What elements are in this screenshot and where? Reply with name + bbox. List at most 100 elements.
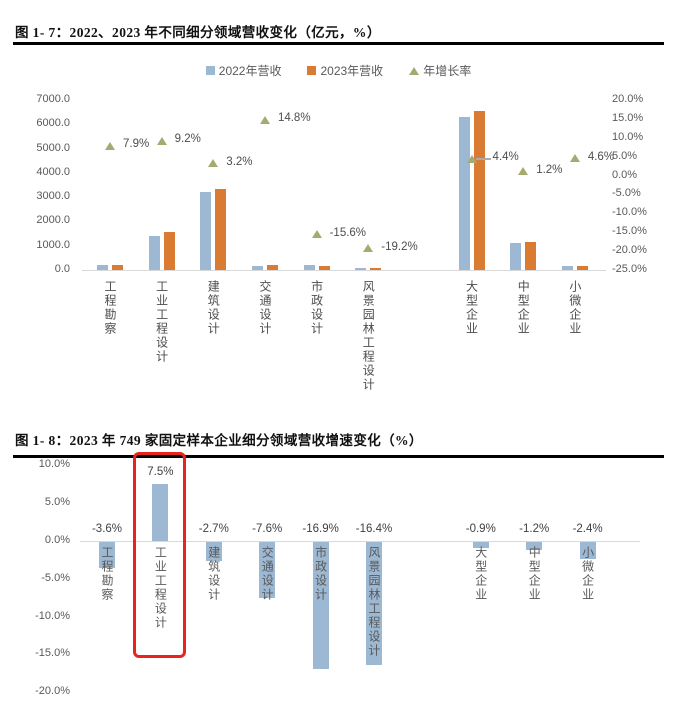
value-label-市政设计: -16.9% bbox=[302, 523, 339, 535]
legend-square-icon bbox=[307, 66, 317, 75]
legend-item: 年增长率 bbox=[409, 62, 471, 79]
bar-2023年营收-建筑设计 bbox=[215, 189, 227, 270]
growth-marker-icon-风景园林工程设计 bbox=[363, 244, 374, 253]
legend-item: 2022年营收 bbox=[205, 62, 282, 79]
chart1-left-axis-tick-label: 7000.0 bbox=[36, 93, 70, 105]
figure1-title-rule bbox=[13, 42, 664, 45]
chart1-category-label-工程勘察: 工程勘察 bbox=[103, 280, 117, 336]
bar-2023年营收-市政设计 bbox=[318, 266, 330, 270]
growth-leader-line bbox=[475, 158, 491, 160]
growth-label-大型企业: 4.4% bbox=[492, 151, 519, 164]
chart1-right-axis-tick-label: -25.0% bbox=[612, 263, 647, 275]
bar-2022年营收-中型企业 bbox=[510, 242, 522, 270]
chart2-axis-tick-label: 10.0% bbox=[38, 458, 70, 471]
bar-建筑设计 bbox=[205, 541, 222, 562]
growth-marker-icon-交通设计 bbox=[259, 115, 270, 124]
value-label-交通设计: -7.6% bbox=[252, 523, 283, 535]
growth-label-工业工程设计: 9.2% bbox=[174, 133, 201, 146]
chart2-axis-tick-label: -5.0% bbox=[41, 571, 70, 584]
growth-label-中型企业: 1.2% bbox=[536, 163, 563, 176]
growth-label-风景园林工程设计: -19.2% bbox=[381, 240, 418, 253]
chart2-axis-tick-label: -15.0% bbox=[35, 647, 70, 660]
legend-label: 年增长率 bbox=[423, 64, 472, 78]
bar-2022年营收-建筑设计 bbox=[200, 191, 212, 270]
chart1-left-axis-tick-label: 2000.0 bbox=[36, 214, 70, 227]
chart2-category-label-市政设计: 市政设计 bbox=[313, 546, 328, 602]
bar-2023年营收-工业工程设计 bbox=[163, 232, 175, 270]
bar-工程勘察 bbox=[99, 541, 115, 569]
chart1-right-axis-tick-label: 10.0% bbox=[612, 130, 644, 143]
chart1-category-label-工业工程设计: 工业工程设计 bbox=[154, 280, 169, 364]
bar-2022年营收-工业工程设计 bbox=[148, 235, 160, 270]
value-label-大型企业: -0.9% bbox=[465, 523, 496, 535]
chart1-right-axis-tick-label: 0.0% bbox=[612, 168, 638, 181]
figure1-title: 图 1- 7：2022、2023 年不同细分领域营收变化（亿元，%） bbox=[15, 25, 381, 40]
chart1-category-label-中型企业: 中型企业 bbox=[516, 280, 531, 336]
growth-label-市政设计: -15.6% bbox=[329, 226, 367, 239]
chart1-category-label-风景园林工程设计: 风景园林工程设计 bbox=[361, 280, 376, 392]
chart1-category-label-建筑设计: 建筑设计 bbox=[206, 280, 221, 336]
bar-2023年营收-工程勘察 bbox=[112, 264, 123, 270]
chart2-category-label-中型企业: 中型企业 bbox=[527, 546, 542, 602]
growth-marker-icon-工业工程设计 bbox=[156, 136, 167, 145]
highlight-box bbox=[133, 452, 187, 658]
chart1-left-axis-tick-label: 6000.0 bbox=[36, 117, 70, 130]
growth-label-建筑设计: 3.2% bbox=[226, 155, 253, 168]
legend-label: 2022年营收 bbox=[218, 64, 282, 78]
figure2-title-rule bbox=[13, 455, 664, 458]
chart1-right-axis-tick-label: -5.0% bbox=[612, 187, 641, 200]
chart1-left-axis-tick-label: 4000.0 bbox=[36, 165, 70, 178]
chart1-category-label-交通设计: 交通设计 bbox=[257, 280, 272, 336]
figure1-legend: 2022年营收 2023年营收 年增长率 bbox=[0, 62, 677, 79]
growth-marker-icon-中型企业 bbox=[518, 167, 529, 176]
chart1-category-label-大型企业: 大型企业 bbox=[464, 280, 479, 336]
chart2-axis-tick-label: 5.0% bbox=[44, 496, 70, 509]
bar-2022年营收-市政设计 bbox=[303, 265, 315, 270]
growth-label-工程勘察: 7.9% bbox=[123, 138, 150, 151]
growth-marker-icon-大型企业 bbox=[466, 154, 477, 163]
chart2-category-label-工业工程设计: 工业工程设计 bbox=[153, 546, 168, 630]
chart1-left-axis-tick-label: 1000.0 bbox=[36, 238, 70, 251]
bar-2023年营收-大型企业 bbox=[473, 110, 485, 270]
chart2-axis-tick-label: -20.0% bbox=[35, 685, 70, 698]
legend-triangle-icon bbox=[409, 66, 420, 75]
legend-square-icon bbox=[205, 66, 215, 75]
bar-2022年营收-风景园林工程设计 bbox=[355, 268, 367, 270]
growth-marker-icon-市政设计 bbox=[311, 230, 322, 239]
chart1-right-axis-tick-label: 15.0% bbox=[612, 111, 644, 124]
chart1-left-axis-tick-label: 5000.0 bbox=[36, 141, 70, 154]
bar-2023年营收-小微企业 bbox=[576, 266, 588, 270]
value-label-工业工程设计: 7.5% bbox=[147, 466, 174, 479]
chart2-axis-tick-label: -10.0% bbox=[35, 609, 70, 622]
chart1-right-axis-tick-label: -20.0% bbox=[612, 244, 647, 257]
chart2-category-label-工程勘察: 工程勘察 bbox=[100, 546, 114, 602]
chart2-category-label-风景园林工程设计: 风景园林工程设计 bbox=[367, 546, 381, 658]
bar-2023年营收-中型企业 bbox=[525, 242, 537, 270]
value-label-工程勘察: -3.6% bbox=[91, 523, 123, 535]
growth-marker-icon-小微企业 bbox=[569, 154, 580, 163]
bar-2022年营收-大型企业 bbox=[458, 117, 470, 270]
figure2-title: 图 1- 8：2023 年 749 家固定样本企业细分领域营收增速变化（%） bbox=[15, 433, 423, 448]
bar-2022年营收-小微企业 bbox=[561, 266, 573, 270]
legend-label: 2023年营收 bbox=[320, 64, 384, 78]
bar-小微企业 bbox=[579, 541, 596, 560]
chart2-category-label-建筑设计: 建筑设计 bbox=[206, 546, 221, 602]
legend-item: 2023年营收 bbox=[307, 62, 383, 79]
chart1-right-axis-tick-label: -15.0% bbox=[612, 225, 647, 238]
value-label-小微企业: -2.4% bbox=[572, 523, 603, 535]
chart2-zero-axis-line bbox=[80, 541, 640, 542]
growth-marker-icon-工程勘察 bbox=[105, 141, 115, 150]
chart1-right-axis-tick-label: 20.0% bbox=[612, 93, 644, 105]
bar-风景园林工程设计 bbox=[366, 541, 382, 665]
chart1-category-label-市政设计: 市政设计 bbox=[309, 280, 324, 336]
chart1-right-axis-tick-label: -10.0% bbox=[612, 206, 647, 219]
bar-2022年营收-交通设计 bbox=[251, 265, 263, 270]
bar-工业工程设计 bbox=[152, 484, 169, 541]
value-label-建筑设计: -2.7% bbox=[198, 523, 229, 535]
bar-中型企业 bbox=[526, 541, 543, 551]
growth-label-小微企业: 4.6% bbox=[587, 150, 615, 163]
chart1-x-axis-line bbox=[82, 270, 606, 271]
chart1-right-axis-tick-label: 5.0% bbox=[612, 149, 638, 162]
bar-2022年营收-工程勘察 bbox=[97, 265, 108, 270]
